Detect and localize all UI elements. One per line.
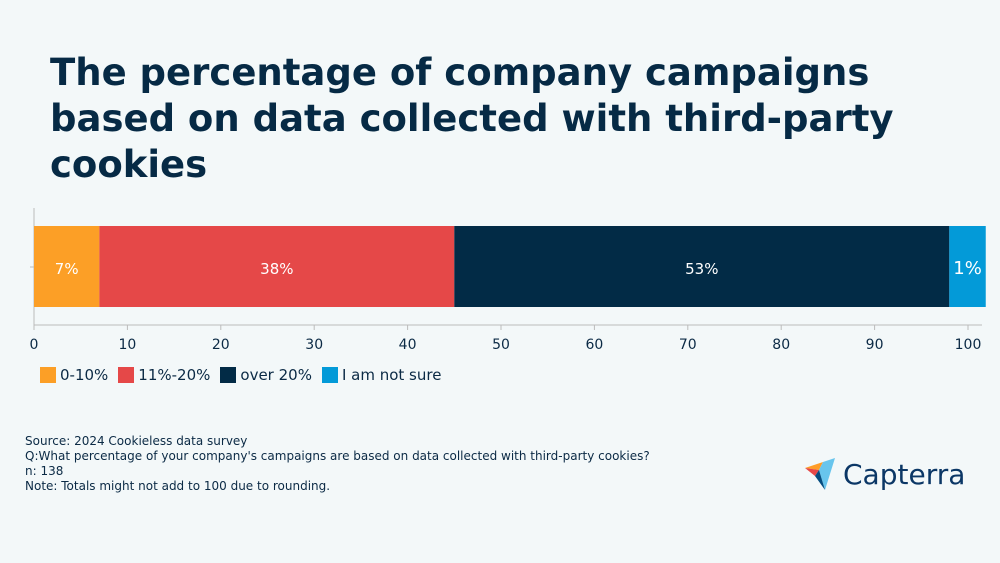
legend-label: 0-10%: [60, 366, 109, 384]
x-tick-label: 90: [866, 337, 884, 353]
x-tick-label: 70: [679, 337, 697, 353]
bar-segment: [99, 226, 455, 307]
bar-segment: [949, 226, 986, 307]
chart-title: The percentage of company campaigns base…: [50, 51, 894, 186]
legend-swatch: [40, 367, 56, 383]
capterra-logo: Capterra: [805, 456, 965, 492]
legend-swatch: [321, 367, 338, 383]
data-label: 7%: [55, 260, 79, 278]
capterra-logo-icon: [805, 458, 835, 490]
x-tick-label: 10: [118, 337, 136, 353]
x-tick-label: 60: [585, 337, 603, 353]
chart: 0 10 20 30 40 50 60 70 80 90 100 7% 38% 53% 1%: [30, 208, 986, 353]
data-label: 1%: [953, 258, 982, 279]
legend-item: over 20%: [220, 366, 312, 384]
source-note: Source: 2024 Cookieless data survey: [25, 434, 248, 448]
legend-label: 11%-20%: [138, 366, 211, 384]
legend-item: 11%-20%: [118, 366, 210, 384]
legend-item: 0-10%: [40, 366, 108, 384]
legend-label: over 20%: [240, 366, 312, 384]
x-tick-label: 100: [955, 337, 982, 353]
x-tick-label: 20: [212, 337, 230, 353]
rounding-note: Note: Totals might not add to 100 due to…: [25, 479, 331, 493]
x-tick-label: 0: [30, 337, 39, 353]
x-tick-label: 40: [399, 337, 417, 353]
legend-swatch: [220, 367, 237, 383]
capterra-logo-text: Capterra: [843, 457, 966, 491]
bar-segment: [34, 226, 100, 307]
x-tick-label: 80: [772, 337, 790, 353]
legend-swatch: [118, 367, 135, 383]
bar-segment: [454, 226, 950, 307]
data-label: 53%: [685, 260, 718, 278]
legend: 0-10% 11%-20% over 20% I am not sure: [40, 366, 441, 384]
legend-label: I am not sure: [341, 366, 442, 384]
data-label: 38%: [260, 260, 293, 278]
x-tick-label: 50: [492, 337, 510, 353]
question-note: Q:What percentage of your company's camp…: [25, 449, 650, 463]
x-tick-label: 30: [305, 337, 323, 353]
notes: Source: 2024 Cookieless data survey Q:Wh…: [25, 434, 650, 494]
sample-size-note: n: 138: [25, 464, 64, 478]
legend-item: I am not sure: [321, 366, 442, 384]
